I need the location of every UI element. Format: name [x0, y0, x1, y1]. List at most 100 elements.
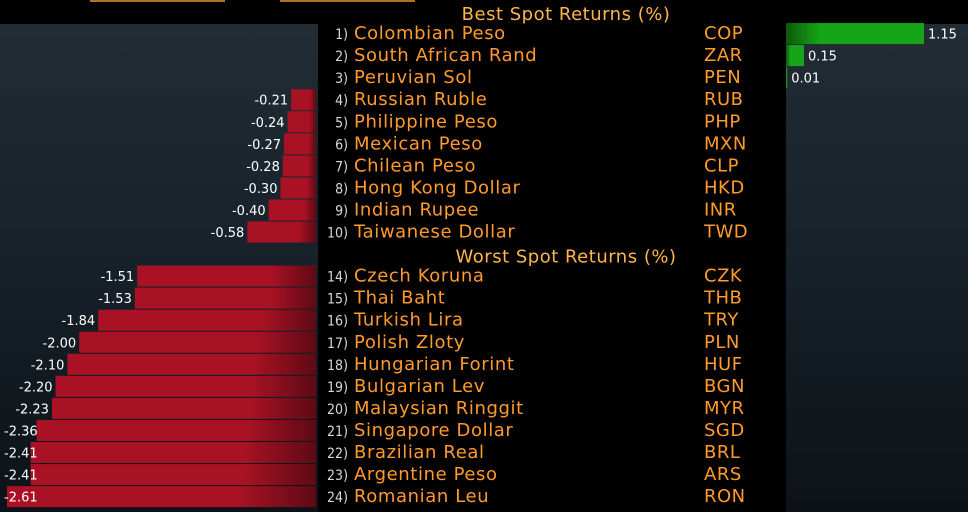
- currency-name: Romanian Leu: [354, 486, 489, 507]
- currency-name: Mexican Peso: [354, 133, 483, 154]
- bar-value-label: -0.30: [244, 182, 278, 197]
- rank-label: 5): [335, 115, 348, 131]
- bar-negative: [280, 177, 316, 199]
- bar-value-label: -1.84: [62, 314, 96, 329]
- bar-negative: [268, 199, 316, 221]
- currency-name: Taiwanese Dollar: [353, 222, 515, 243]
- bar-value-label: -2.41: [4, 447, 38, 462]
- rank-label: 18): [327, 358, 348, 374]
- rank-label: 2): [335, 49, 348, 65]
- rank-label: 21): [327, 424, 348, 440]
- currency-name: Peruvian Sol: [354, 67, 473, 88]
- currency-name: Hungarian Forint: [354, 354, 515, 375]
- bar-negative: [6, 486, 316, 508]
- rank-label: 10): [327, 226, 348, 242]
- bar-value-label: -2.41: [4, 469, 38, 484]
- rank-label: 20): [327, 402, 348, 418]
- bar-value-label: -0.40: [232, 204, 266, 219]
- bar-value-label: -2.23: [15, 402, 49, 417]
- bar-value-label: 0.01: [791, 72, 820, 87]
- rank-label: 9): [335, 203, 348, 219]
- currency-name: Polish Zloty: [354, 332, 465, 353]
- bar-negative: [55, 375, 317, 397]
- bar-positive: [786, 67, 788, 89]
- bar-value-label: -2.00: [43, 336, 77, 351]
- currency-code: BGN: [704, 376, 745, 397]
- bar-value-label: -2.61: [4, 491, 38, 506]
- currency-code: TWD: [703, 222, 748, 243]
- currency-code: MYR: [704, 398, 745, 419]
- bar-positive: [786, 45, 804, 67]
- currency-name: Philippine Peso: [354, 111, 498, 132]
- currency-name: Turkish Lira: [353, 310, 464, 331]
- currency-code: PHP: [704, 111, 741, 132]
- currency-code: PLN: [704, 332, 740, 353]
- rank-label: 15): [327, 292, 348, 308]
- bar-negative: [98, 309, 316, 331]
- currency-code: HKD: [704, 177, 745, 198]
- currency-code: RUB: [704, 89, 744, 110]
- bar-negative: [284, 133, 316, 155]
- currency-name: Hong Kong Dollar: [354, 177, 521, 198]
- currency-name: Argentine Peso: [354, 464, 498, 485]
- currency-code: BRL: [704, 442, 740, 463]
- currency-code: TRY: [703, 310, 739, 331]
- currency-name: South African Rand: [354, 45, 537, 66]
- bar-value-label: -1.51: [101, 270, 135, 285]
- bar-negative: [51, 397, 317, 419]
- bar-value-label: -0.28: [246, 160, 280, 175]
- rank-label: 4): [335, 93, 348, 109]
- top-tab-stub-left: [90, 0, 225, 2]
- rank-label: 16): [327, 314, 348, 330]
- currency-code: COP: [704, 23, 743, 44]
- currency-name: Chilean Peso: [354, 155, 476, 176]
- currency-name: Singapore Dollar: [354, 420, 513, 441]
- rank-label: 19): [327, 380, 348, 396]
- bar-negative: [247, 221, 316, 243]
- currency-code: CZK: [704, 266, 743, 287]
- bar-negative: [287, 111, 316, 133]
- rank-label: 24): [327, 490, 348, 506]
- top-tab-stub-right: [280, 0, 415, 2]
- bar-value-label: -0.27: [247, 138, 281, 153]
- bar-negative: [67, 353, 316, 375]
- rank-label: 6): [335, 137, 348, 153]
- currency-name: Russian Ruble: [354, 89, 487, 110]
- rank-label: 1): [335, 27, 348, 43]
- bar-value-label: -0.21: [254, 94, 288, 109]
- currency-name: Colombian Peso: [354, 23, 506, 44]
- bar-negative: [291, 89, 316, 111]
- bar-positive: [786, 23, 924, 45]
- bar-value-label: -0.24: [251, 116, 285, 131]
- currency-name: Bulgarian Lev: [354, 376, 485, 397]
- bar-value-label: 0.15: [808, 50, 837, 65]
- bar-negative: [282, 155, 316, 177]
- currency-name: Malaysian Ringgit: [354, 398, 524, 419]
- currency-name: Brazilian Real: [354, 442, 485, 463]
- currency-code: RON: [704, 486, 746, 507]
- bar-value-label: 1.15: [928, 28, 957, 43]
- currency-code: CLP: [704, 155, 739, 176]
- currency-name: Czech Koruna: [354, 266, 484, 287]
- best-returns-title: Best Spot Returns (%): [462, 4, 671, 25]
- bar-value-label: -2.10: [31, 358, 65, 373]
- currency-code: ARS: [704, 464, 742, 485]
- rank-label: 17): [327, 336, 348, 352]
- bar-value-label: -0.58: [211, 226, 245, 241]
- currency-code: THB: [703, 288, 742, 309]
- bar-negative: [36, 419, 317, 441]
- worst-returns-title: Worst Spot Returns (%): [456, 247, 677, 268]
- currency-code: SGD: [704, 420, 745, 441]
- rank-label: 23): [327, 468, 348, 484]
- rank-label: 14): [327, 270, 348, 286]
- rank-label: 22): [327, 446, 348, 462]
- bar-negative: [134, 287, 316, 309]
- rank-label: 7): [335, 159, 348, 175]
- bar-negative: [79, 331, 316, 353]
- currency-code: HUF: [704, 354, 743, 375]
- currency-code: INR: [704, 199, 737, 220]
- currency-name: Thai Baht: [353, 288, 445, 309]
- currency-code: PEN: [704, 67, 741, 88]
- bar-negative: [137, 265, 316, 287]
